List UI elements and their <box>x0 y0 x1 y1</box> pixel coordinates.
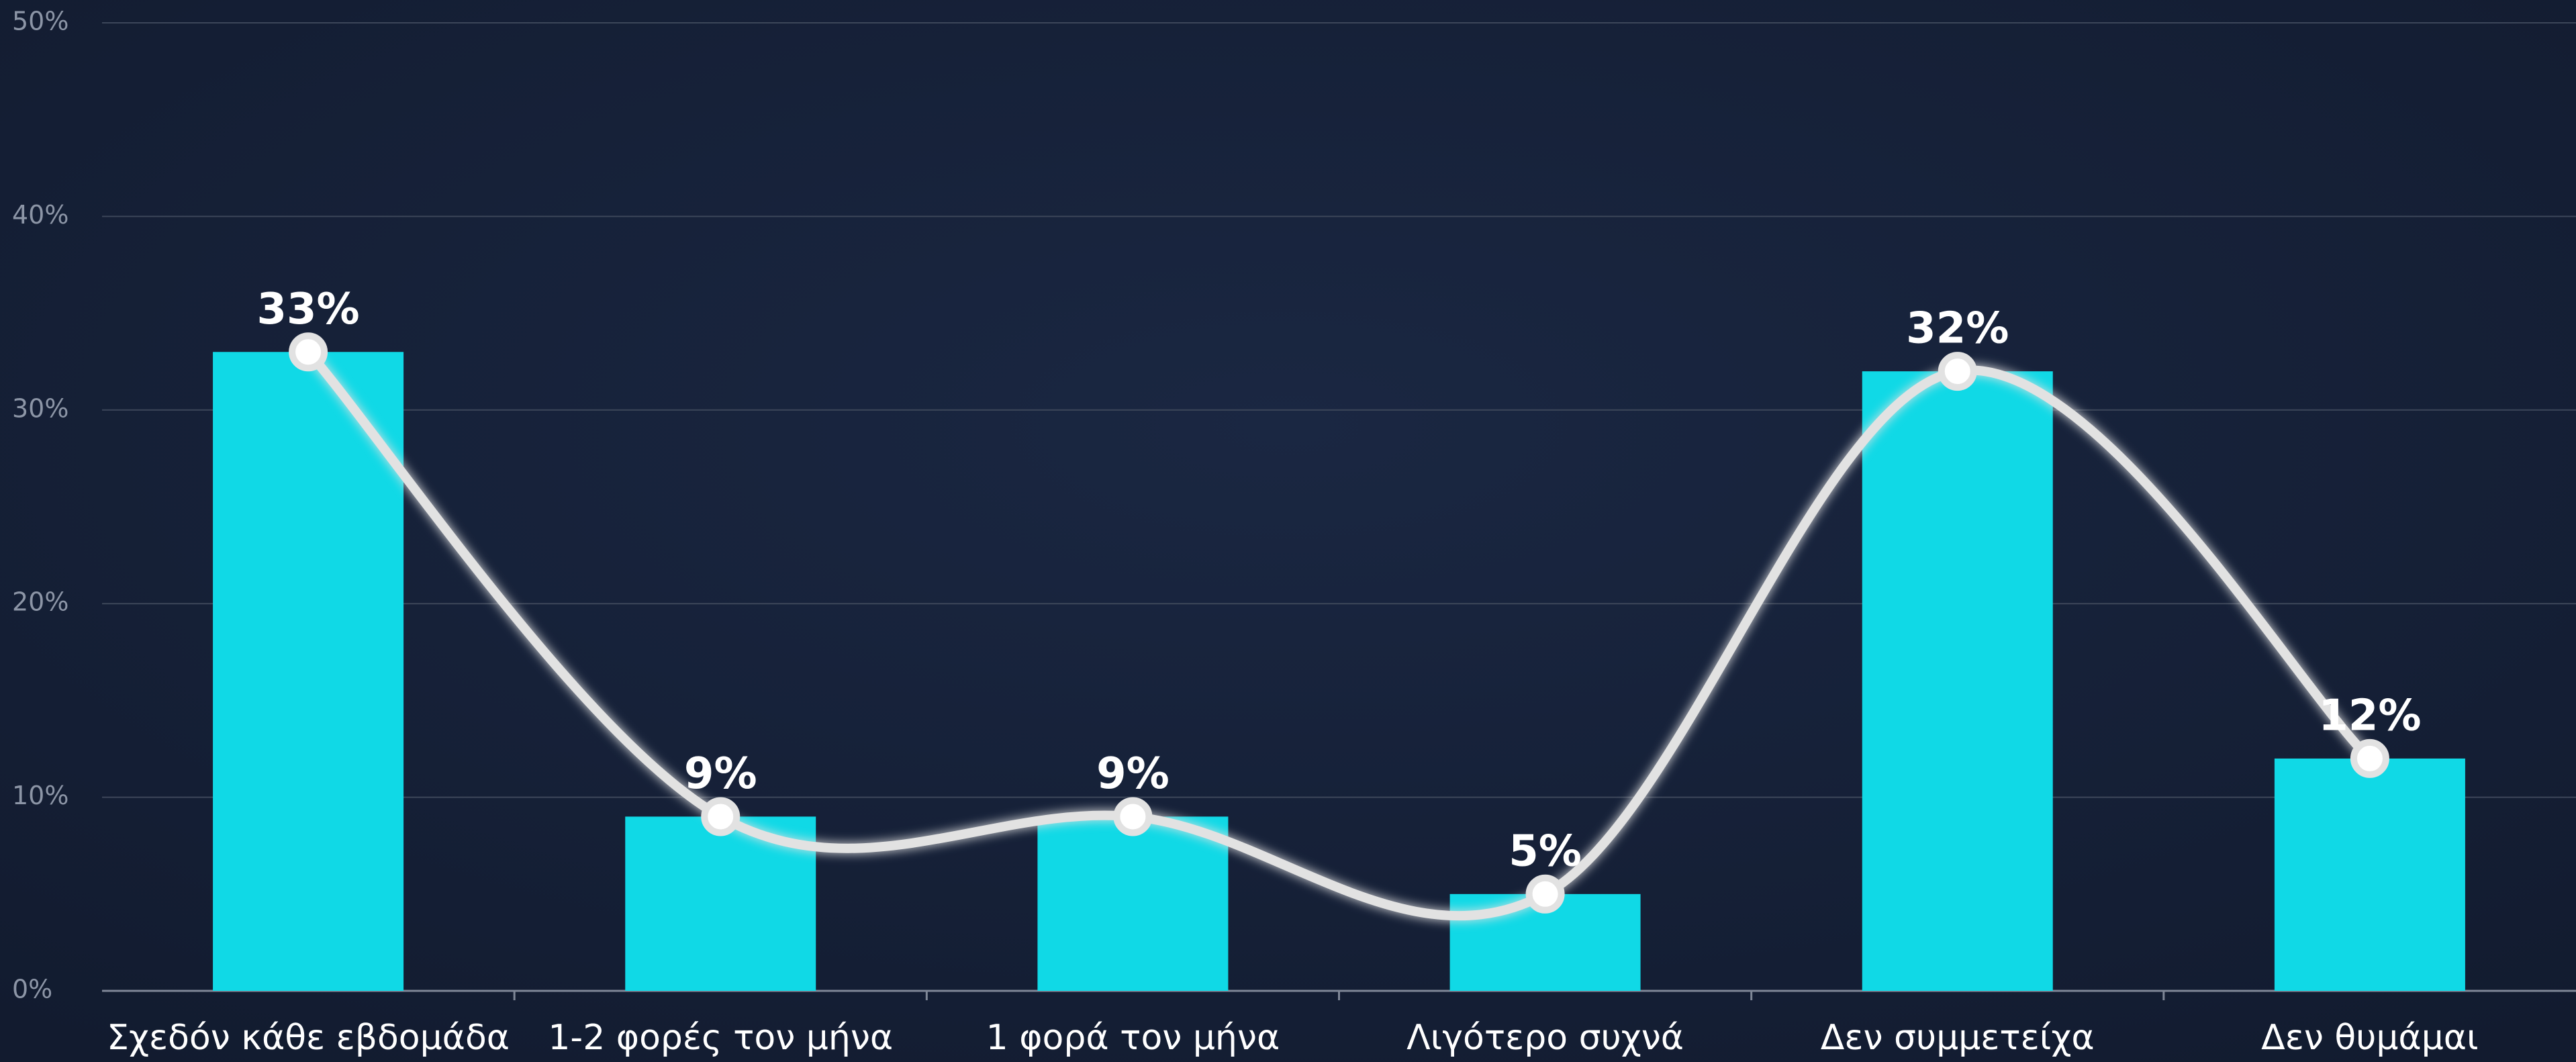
x-tick-label: Δεν συμμετείχα <box>1821 1018 2095 1058</box>
trend-line <box>304 348 2373 921</box>
bar <box>213 352 404 991</box>
value-label: 9% <box>1096 749 1170 799</box>
bar <box>2274 758 2465 991</box>
x-tick-label: 1 φορά τον μήνα <box>986 1018 1280 1058</box>
line-marker <box>2350 738 2389 778</box>
y-tick-label: 30% <box>12 393 68 423</box>
x-tick-label: Σχεδόν κάθε εβδομάδα <box>107 1018 510 1058</box>
value-label: 32% <box>1906 304 2009 354</box>
line-marker <box>1938 352 1977 391</box>
x-tick-label: Λιγότερο συχνά <box>1406 1018 1684 1058</box>
y-tick-label: 40% <box>12 200 68 230</box>
line-marker <box>1525 874 1565 914</box>
value-label: 5% <box>1509 826 1582 876</box>
y-tick-label: 0% <box>12 975 52 1004</box>
y-tick-label: 20% <box>12 587 68 617</box>
y-tick-label: 50% <box>12 7 68 36</box>
x-tick-label: 1-2 φορές τον μήνα <box>548 1018 893 1058</box>
value-label: 33% <box>256 285 359 334</box>
line-marker <box>1113 797 1153 836</box>
line-marker <box>289 332 328 372</box>
bar <box>1862 371 2053 991</box>
x-tick-label: Δεν θυμάμαι <box>2261 1018 2478 1058</box>
value-label: 9% <box>684 749 757 799</box>
bar <box>1037 816 1229 991</box>
line-marker <box>701 797 741 836</box>
y-tick-label: 10% <box>12 781 68 810</box>
value-label: 12% <box>2318 691 2421 740</box>
